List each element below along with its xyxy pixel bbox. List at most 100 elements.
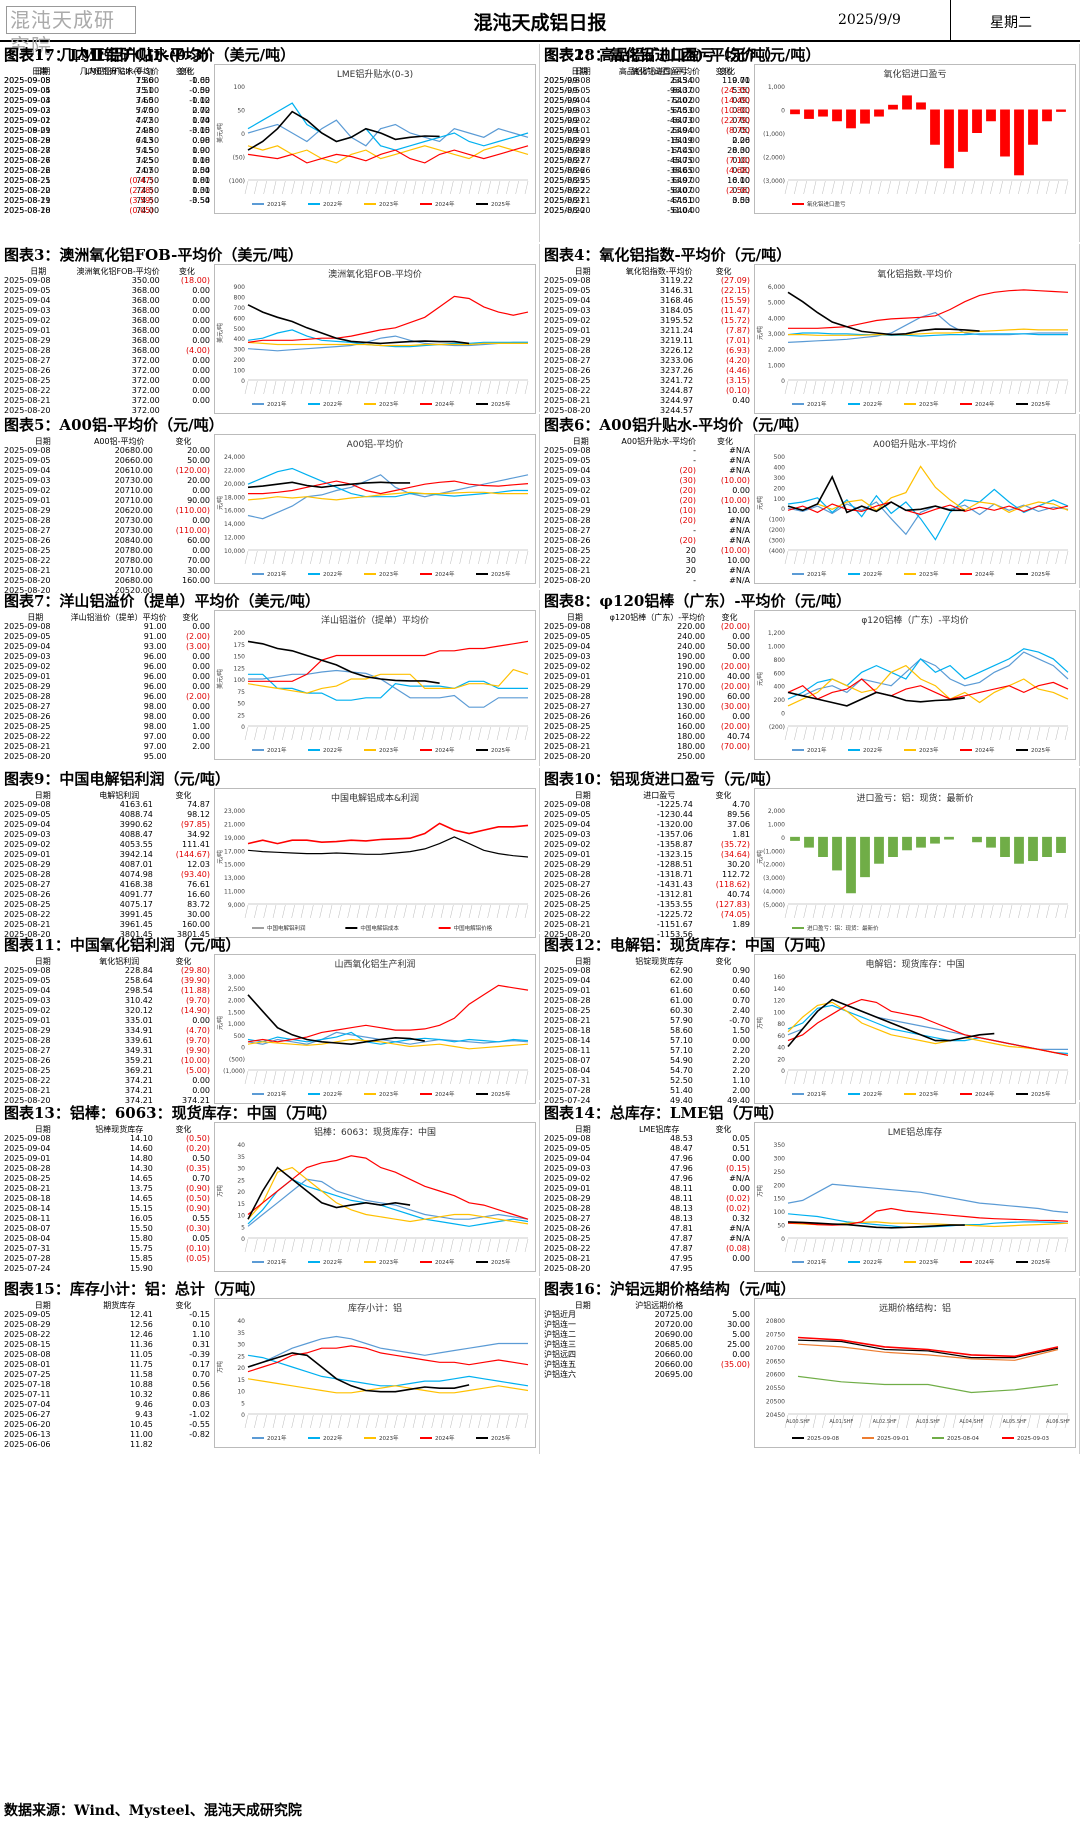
chart-panel: 图表4：氧化铝指数-平均价（元/吨） 日期 氧化铝指数-平均价 变化 2025-09-0… (540, 244, 1080, 415)
table-cell: 2025-08-22 (4, 556, 51, 565)
table-cell (707, 752, 752, 762)
table-cell: 2025/8/21 (544, 196, 586, 205)
table-cell: 3244.87 (660, 386, 694, 395)
chart-area: 进口盈亏：铝：现货：最新价 (5,000) (4,000) (3,000) (2,000… (754, 788, 1076, 938)
y-tick-label: 200 (234, 630, 246, 637)
table-cell: 2025-08-21 (544, 196, 591, 205)
bar-mark (944, 836, 954, 840)
series-line (787, 678, 1069, 700)
table-cell: 2025-07-24 (4, 1264, 51, 1273)
y-tick-label: 50 (237, 108, 245, 115)
y-tick-label: 0 (241, 724, 245, 731)
table-cell: (7.10) (725, 156, 750, 165)
table-cell: 76.61 (187, 880, 210, 889)
table-cell: 20660.00 (114, 456, 153, 465)
series-line (788, 1207, 1069, 1226)
table-cell: 369.21 (124, 1066, 153, 1075)
chart-area: 电解铝：现货库存：中国 0 20 40 60 80 100 120 140 160 万吨 2021年 2… (754, 954, 1076, 1104)
table-cell: 51.40 (669, 1086, 693, 1095)
series-line (788, 289, 1069, 329)
series-line (247, 1345, 529, 1373)
data-table: 日期 φ120铝棒（广东）-平均价 变化 2025-09-08 220.00 (20.00… (542, 612, 752, 762)
legend-entry: 2024年 (975, 570, 995, 578)
table-cell: 2025-09-01 (4, 496, 51, 505)
legend-entry: 2024年 (435, 746, 455, 754)
table-cell: 2025-09-01 (4, 326, 51, 335)
series-line (787, 691, 965, 707)
table-cell: 2025-07-11 (4, 1390, 51, 1399)
chart-svg: 远期价格结构：铝 20450 20500 20550 20600 20650 20700 20… (754, 1298, 1076, 1448)
table-cell: 0.00 (732, 186, 750, 195)
table-row: 2025-08-22 180.00 40.74 (542, 732, 752, 742)
series-line (247, 1354, 529, 1387)
series-line (247, 668, 529, 694)
series-line (247, 145, 529, 164)
table-row: 2025-08-27 372.00 0.00 (2, 356, 212, 366)
y-tick-label: (50) (233, 155, 245, 162)
table-cell: (2.00) (185, 632, 210, 641)
table-cell: 2025-08-08 (4, 1350, 51, 1359)
legend-entry: 2022年 (323, 1090, 343, 1098)
panel-title: 图表18：氧化铝进口盈亏（元/吨） (544, 46, 781, 64)
table-cell: - (693, 526, 696, 535)
y-axis-label: 元/吨 (756, 496, 764, 510)
table-cell: 368.00 (131, 306, 160, 315)
table-cell: 2025-08-28 (544, 870, 591, 879)
table-cell: (22.79) (720, 116, 750, 125)
x-tick-label: AL01.SHF (829, 1419, 853, 1425)
table-row: 2025-08-22 374.21 0.00 (2, 1076, 212, 1086)
table-cell: 20780.00 (114, 546, 153, 555)
y-tick-label: 17,000 (224, 848, 245, 855)
chart-title: 铝棒：6063：现货库存：中国 (314, 1126, 436, 1138)
table-cell: (20.00) (720, 682, 750, 691)
table-row: 2025-08-22 30 10.00 (542, 556, 752, 566)
table-row: 2025-08-29 3219.11 (7.01) (542, 336, 752, 346)
table-cell: 2025-08-20 (544, 406, 591, 415)
table-header: 日期 (572, 436, 589, 446)
legend-entry: 2022年 (863, 1090, 883, 1098)
legend-entry: 2023年 (379, 570, 399, 578)
bar-mark (1014, 836, 1024, 864)
table-cell: 62.00 (669, 976, 693, 985)
y-tick-label: 500 (234, 1033, 246, 1040)
legend-entry: 中国电解铝成本 (360, 924, 399, 932)
chart-svg: 山西氧化铝生产利润 (1,000) (500) 0 500 1,000 1,500 2,000… (214, 954, 536, 1104)
legend-entry: 2023年 (379, 1258, 399, 1266)
table-cell: 2025-08-25 (544, 722, 591, 731)
y-axis-label: 元/吨 (216, 496, 224, 510)
chart-area: 山西氧化铝生产利润 (1,000) (500) 0 500 1,000 1,500 2,000… (214, 954, 536, 1104)
table-cell: 20780.00 (114, 556, 153, 565)
table-cell: 2025-08-27 (544, 702, 591, 711)
table-header: 变化 (178, 266, 195, 276)
bar-mark (986, 109, 996, 122)
table-cell: 2025/9/5 (544, 86, 580, 95)
table-cell: 0.00 (192, 186, 210, 195)
chart-svg: 库存小计：铝 0 5 10 15 20 25 30 35 40 万吨 2021年 2022年 2023年 2… (214, 1298, 536, 1448)
table-row: 2025-09-08 3119.22 (27.09) (542, 276, 752, 286)
y-tick-label: 12,000 (224, 535, 245, 542)
table-row: 2025-09-03 310.42 (9.70) (2, 996, 212, 1006)
table-cell: 30.00 (187, 910, 210, 919)
chart-area: 澳洲氧化铝FOB-平均价 0 100 200 300 400 500 600 700 800 900… (214, 264, 536, 414)
table-cell: -50.07 (667, 186, 693, 195)
y-tick-label: 15,000 (224, 862, 245, 869)
table-cell: -1353.55 (656, 900, 693, 909)
table-cell: 2025-09-05 (544, 286, 591, 295)
table-row: 沪铝连三 20685.00 25.00 (542, 1340, 752, 1350)
table-cell: -1357.06 (656, 830, 693, 839)
table-cell: (22.15) (720, 286, 750, 295)
bar-mark (818, 109, 828, 117)
table-cell: 3219.11 (660, 336, 694, 345)
table-cell: -0.39 (189, 1350, 210, 1359)
table-row: 2025-08-21 20 #N/A (542, 566, 752, 576)
y-tick-label: 1,000 (228, 1021, 245, 1028)
table-cell: 30.00 (727, 1320, 750, 1329)
table-cell: 2025-08-14 (544, 1036, 591, 1045)
table-cell: -23.94 (667, 126, 693, 135)
table-header: 高品铝矿(山西)-平均价 (618, 66, 700, 76)
table-cell: 2025-08-26 (4, 156, 51, 165)
table-cell: (24.35) (720, 86, 750, 95)
table-cell: 640.00 (671, 96, 700, 105)
legend-entry: 2024年 (435, 1434, 455, 1442)
table-cell: 2025/8/29 (544, 136, 586, 145)
